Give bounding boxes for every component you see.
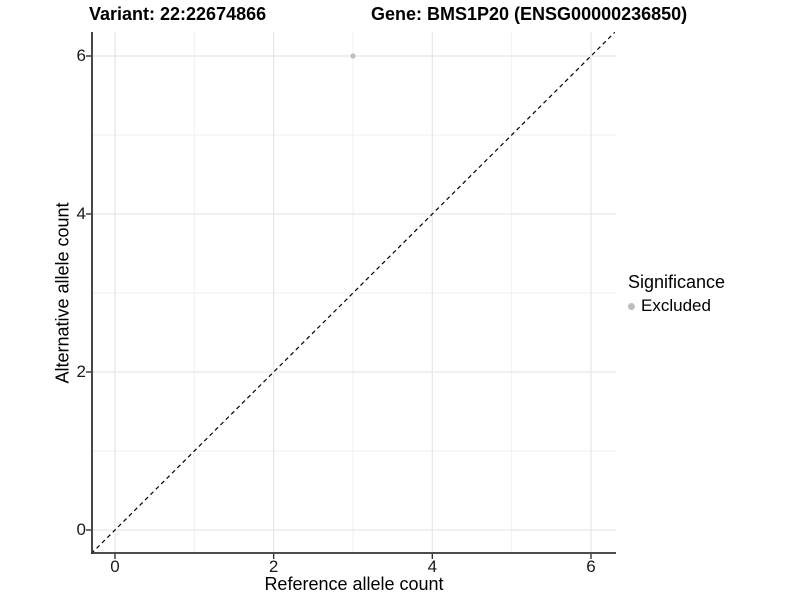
plot-title-variant: Variant: 22:22674866 bbox=[89, 4, 267, 24]
x-tick-label: 6 bbox=[586, 557, 596, 576]
y-tick-label: 6 bbox=[76, 46, 86, 65]
x-tick-label: 0 bbox=[110, 557, 120, 576]
y-tick-label: 4 bbox=[76, 204, 86, 223]
legend-item-excluded: Excluded bbox=[628, 296, 725, 316]
legend-item-label: Excluded bbox=[641, 296, 711, 315]
y-axis-title: Alternative allele count bbox=[52, 202, 73, 384]
legend-title: Significance bbox=[628, 272, 726, 292]
legend: Significance Excluded bbox=[628, 272, 725, 316]
y-tick-label: 2 bbox=[76, 362, 86, 381]
x-tick-label: 2 bbox=[268, 557, 279, 576]
plot-title-gene: Gene: BMS1P20 (ENSG00000236850) bbox=[371, 4, 688, 24]
x-axis-title: Reference allele count bbox=[264, 574, 444, 594]
data-point bbox=[350, 53, 356, 59]
y-tick-label: 0 bbox=[76, 520, 86, 539]
legend-point-icon bbox=[628, 302, 635, 310]
identity-line bbox=[90, 31, 616, 555]
x-tick-label: 4 bbox=[427, 557, 438, 576]
